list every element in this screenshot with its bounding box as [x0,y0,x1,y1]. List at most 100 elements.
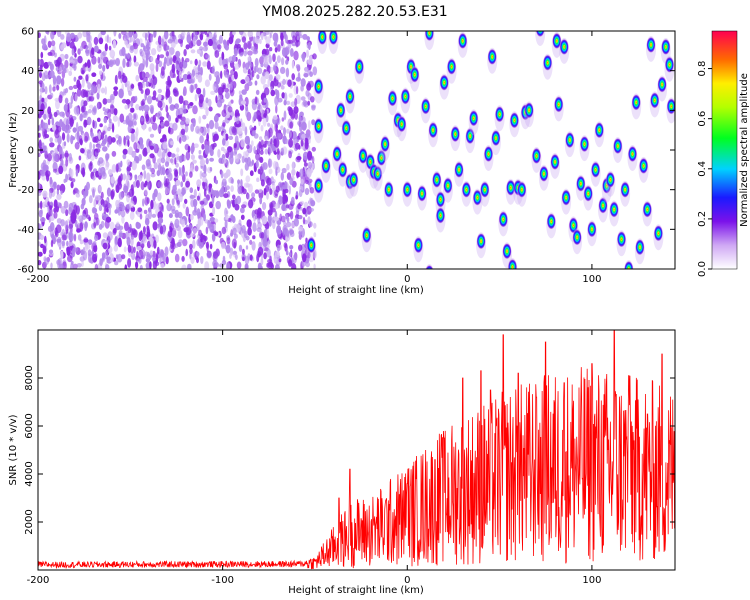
noise-speckle [269,188,273,196]
noise-speckle [208,106,213,112]
noise-speckle [232,250,238,255]
noise-speckle [141,98,146,106]
noise-speckle [103,117,108,124]
noise-speckle [307,161,313,169]
noise-speckle [157,88,162,94]
noise-speckle [229,232,233,237]
noise-speckle [225,169,231,177]
noise-speckle [298,230,303,236]
noise-speckle [106,187,112,197]
noise-speckle [169,104,175,111]
noise-speckle [149,133,155,138]
noise-speckle [229,253,232,259]
noise-speckle [124,32,130,40]
noise-speckle [160,121,164,127]
noise-speckle [192,105,198,115]
noise-speckle [301,133,306,139]
noise-speckle [65,209,69,217]
noise-speckle [115,254,119,260]
noise-speckle [305,261,311,268]
noise-speckle [244,263,249,269]
spectral-peak [458,32,468,49]
colorbar-tick-label: 0.2 [697,211,708,227]
noise-speckle [135,180,140,188]
noise-speckle [222,122,226,127]
noise-speckle [243,42,248,50]
noise-speckle [146,146,151,154]
noise-speckle [244,96,249,107]
noise-speckle [83,238,89,243]
noise-speckle [126,236,131,247]
noise-speckle [157,93,162,101]
noise-speckle [233,47,238,57]
noise-speckle [285,100,291,105]
noise-speckle [241,36,247,43]
noise-speckle [56,84,60,91]
noise-speckle [176,60,179,66]
noise-speckle [150,56,154,62]
noise-speckle [250,140,254,147]
noise-speckle [64,53,69,60]
noise-speckle [208,73,212,81]
noise-speckle [168,96,173,104]
noise-speckle [54,148,58,153]
noise-speckle [283,127,286,136]
noise-speckle [60,250,64,260]
spectral-peak [428,122,438,139]
noise-speckle [180,181,184,188]
noise-speckle [311,156,315,164]
noise-speckle [164,161,170,168]
noise-speckle [254,209,259,215]
noise-speckle [181,218,185,228]
noise-speckle [309,187,315,194]
noise-speckle [235,115,240,125]
noise-speckle [175,179,181,186]
noise-speckle [288,107,294,116]
colorbar-tick-label: 0.6 [697,111,708,127]
noise-speckle [266,248,271,258]
noise-speckle [225,185,231,190]
noise-speckle [208,119,215,130]
noise-speckle [267,122,271,127]
noise-speckle [270,264,274,269]
noise-speckle [268,168,273,175]
noise-speckle [297,120,303,126]
noise-speckle [262,238,268,248]
noise-speckle [94,45,99,53]
noise-speckle [222,138,226,146]
noise-speckle [208,183,213,189]
noise-speckle [311,119,316,126]
noise-speckle [56,75,62,85]
noise-speckle [66,133,70,143]
spectral-peak [450,126,460,143]
noise-speckle [274,189,279,196]
noise-speckle [194,165,199,172]
noise-speckle [79,239,84,245]
noise-speckle [252,235,256,240]
noise-speckle [190,123,195,132]
noise-speckle [64,150,69,160]
noise-speckle [248,199,254,209]
noise-speckle [205,157,209,165]
noise-speckle [92,240,97,246]
noise-speckle [285,204,290,209]
noise-speckle [151,122,158,131]
noise-speckle [43,122,49,130]
spectral-peak [568,217,578,234]
noise-speckle [255,89,260,95]
noise-speckle [212,206,216,216]
noise-speckle [219,34,223,44]
noise-speckle [148,209,153,220]
noise-speckle [300,78,306,87]
noise-speckle [253,125,257,131]
noise-speckle [284,34,288,44]
noise-speckle [179,61,184,69]
noise-speckle [262,202,267,210]
noise-speckle [122,58,126,69]
noise-speckle [165,51,170,57]
noise-speckle [60,219,65,227]
noise-speckle [40,217,46,223]
spectral-peak [550,153,560,170]
noise-speckle [88,96,95,102]
noise-speckle [123,246,127,253]
